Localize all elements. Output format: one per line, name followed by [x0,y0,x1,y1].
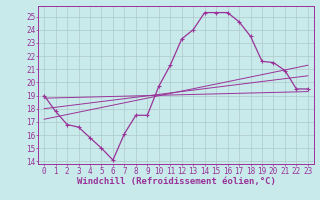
X-axis label: Windchill (Refroidissement éolien,°C): Windchill (Refroidissement éolien,°C) [76,177,276,186]
